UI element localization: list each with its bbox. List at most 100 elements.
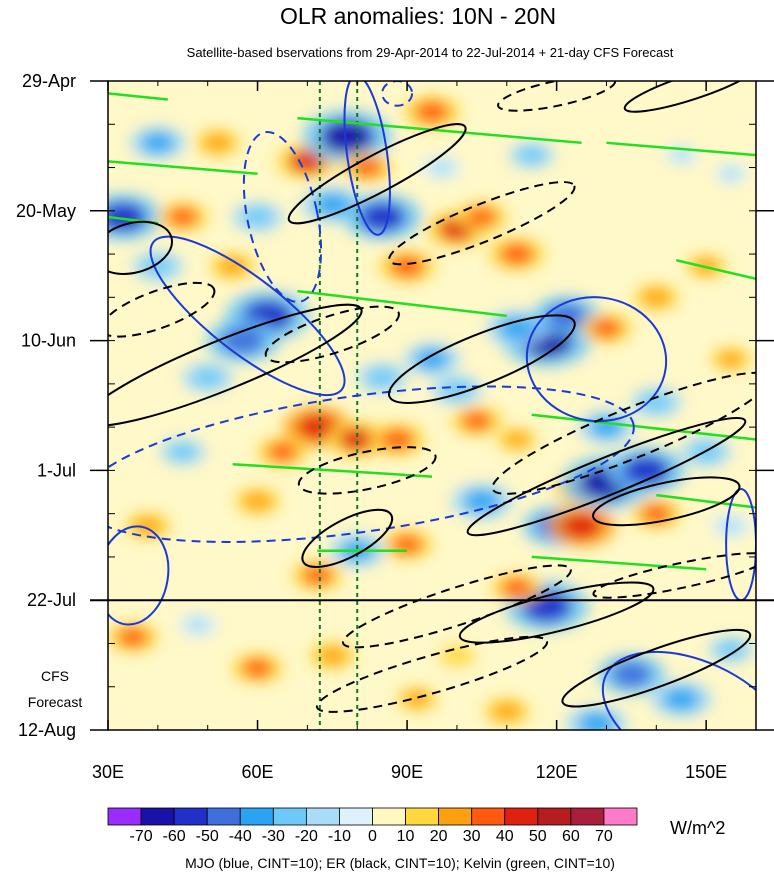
colorbar-label: 40: [496, 828, 514, 845]
anomaly-blob: [499, 243, 534, 265]
anomaly-blob: [517, 146, 546, 164]
footer-caption: MJO (blue, CINT=10); ER (black, CINT=10)…: [185, 855, 615, 871]
colorbar-swatch: [339, 807, 373, 826]
er-contour: [623, 81, 756, 113]
anomaly-blob: [718, 351, 744, 367]
x-tick-label: 120E: [536, 762, 578, 782]
anomaly-blob: [380, 428, 415, 451]
er-contour: [301, 508, 394, 568]
colorbar-label: 30: [463, 828, 481, 845]
anomaly-blob: [218, 257, 247, 276]
anomaly-blob: [622, 455, 670, 486]
anomaly-blob: [203, 134, 232, 152]
kelvin-contour: [656, 493, 756, 509]
anomaly-blob: [320, 119, 374, 154]
mjo-contour: [525, 296, 668, 423]
colorbar-label: 50: [529, 828, 547, 845]
colorbar-swatch: [405, 807, 440, 826]
colorbar-swatch: [570, 807, 605, 826]
anomaly-blob: [318, 647, 347, 665]
x-tick-label: 90E: [391, 762, 423, 782]
anomaly-blob: [640, 503, 672, 524]
anomaly-blob: [717, 640, 745, 659]
colorbar-label: -20: [295, 828, 318, 845]
forecast-label-cfs: CFS: [41, 668, 69, 684]
anomaly-blob: [670, 148, 692, 162]
colorbar-label: -10: [328, 828, 351, 845]
anomaly-blob: [461, 411, 493, 431]
colorbar-label: -60: [163, 828, 186, 845]
anomaly-blob: [167, 207, 199, 227]
er-contour: [108, 303, 363, 427]
anomaly-blob: [429, 159, 455, 176]
er-contour: [315, 635, 549, 713]
x-tick-label: 60E: [242, 762, 274, 782]
anomaly-blob: [301, 565, 333, 586]
kelvin-contour: [531, 413, 756, 441]
colorbar-swatch: [239, 807, 274, 826]
mjo-contour: [242, 131, 323, 303]
colorbar-swatch: [140, 807, 175, 826]
er-contour: [297, 446, 437, 495]
anomaly-blob: [185, 617, 210, 633]
kelvin-contour: [606, 141, 756, 157]
anomaly-blob: [192, 367, 224, 388]
colorbar-swatch: [272, 807, 307, 826]
colorbar-swatch: [471, 807, 506, 826]
anomaly-blob: [242, 207, 273, 227]
er-contour: [108, 281, 216, 338]
colorbar-label: 0: [368, 828, 377, 845]
mjo-contour: [149, 235, 346, 397]
colorbar-swatch: [173, 807, 208, 826]
colorbar-label: 60: [562, 828, 580, 845]
anomaly-blob: [297, 414, 338, 440]
x-tick-label: 150E: [685, 762, 727, 782]
chart-title: OLR anomalies: 10N - 20N: [280, 3, 556, 29]
colorbar-swatch: [504, 807, 539, 826]
y-tick-label: 10-Jun: [21, 331, 76, 351]
anomaly-blob: [140, 132, 175, 154]
x-tick-label: 30E: [92, 762, 124, 782]
mjo-contour: [381, 81, 414, 107]
er-contour: [466, 416, 747, 537]
anomaly-blob: [662, 687, 700, 711]
kelvin-contour: [232, 462, 433, 478]
kelvin-contour: [531, 555, 707, 571]
colorbar-swatch: [206, 807, 241, 826]
anomaly-blob: [441, 380, 473, 400]
anomaly-blob: [108, 202, 147, 232]
er-contours: [108, 81, 756, 713]
anomaly-blob: [220, 326, 265, 355]
anomaly-blob: [338, 427, 376, 452]
er-contour: [264, 305, 400, 364]
colorbar-swatch: [372, 807, 406, 826]
plot-area: [108, 81, 756, 730]
colorbar-swatch: [603, 807, 638, 826]
forecast-label-forecast: Forecast: [28, 694, 83, 710]
anomaly-blob: [498, 316, 536, 340]
er-contour: [458, 581, 655, 644]
anomaly-blob: [718, 518, 744, 534]
anomaly-blob: [243, 492, 272, 511]
anomaly-blob: [504, 431, 529, 448]
colorbar-swatch: [305, 807, 340, 826]
mjo-contour: [108, 385, 635, 543]
chart-subtitle: Satellite-based bservations from 29-Apr-…: [187, 45, 674, 60]
anomaly-blob: [117, 627, 149, 648]
colorbar-label: 10: [397, 828, 415, 845]
colorbar-swatch: [537, 807, 572, 826]
kelvin-contour: [108, 160, 258, 175]
er-contour: [342, 564, 572, 649]
anomaly-blob: [142, 256, 174, 277]
er-contour: [388, 181, 576, 266]
y-tick-label: 20-May: [16, 201, 76, 221]
axes: 30E 60E 90E 120E 150E 29-Apr 20-May 10-Jun 1-Jul…: [16, 71, 774, 782]
anomaly-blob: [168, 443, 197, 461]
anomaly-blob: [242, 658, 273, 678]
kelvin-contour: [675, 259, 756, 281]
y-tick-label: 1-Jul: [37, 460, 76, 480]
anomaly-blob: [358, 202, 406, 232]
er-contour: [387, 314, 576, 404]
mjo-contours: [108, 81, 756, 730]
